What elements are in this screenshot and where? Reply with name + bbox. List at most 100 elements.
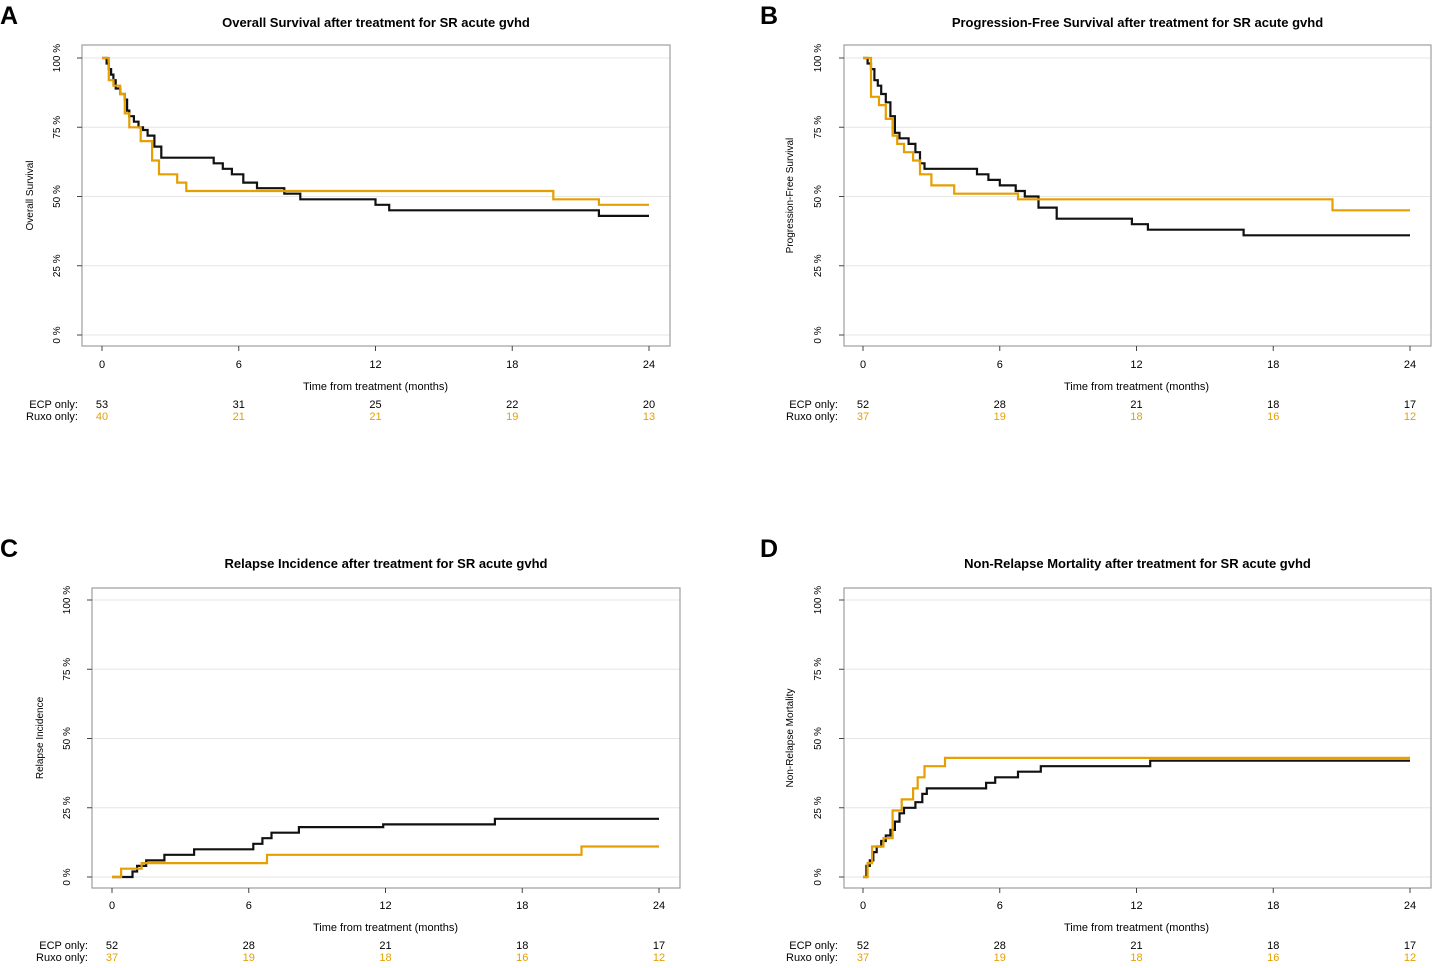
risk-count-ruxo: 12: [1404, 952, 1416, 964]
risk-count-ruxo: 19: [994, 411, 1006, 423]
panel-d: D Non-Relapse Mortality after treatment f…: [760, 535, 1432, 964]
risk-count-ecp: 20: [643, 399, 655, 411]
y-tick-label: 100 %: [62, 586, 73, 614]
x-tick-label: 18: [1267, 900, 1279, 912]
risk-count-ecp: 17: [1404, 940, 1416, 952]
x-tick-label: 18: [516, 900, 528, 912]
x-tick-label: 6: [997, 900, 1003, 912]
risk-count-ruxo: 18: [1130, 952, 1142, 964]
risk-count-ecp: 28: [994, 940, 1006, 952]
y-tick-label: 100 %: [813, 44, 824, 72]
y-tick-label: 50 %: [52, 185, 63, 208]
risk-count-ruxo: 13: [643, 411, 655, 423]
risk-count-ruxo: 19: [994, 952, 1006, 964]
y-tick-label: 25 %: [813, 796, 824, 819]
ecp-curve: [102, 56, 649, 217]
risk-label-ecp: ECP only:: [39, 940, 88, 952]
risk-count-ruxo: 12: [1404, 411, 1416, 423]
ruxo-curve: [102, 56, 649, 206]
risk-count-ecp: 17: [653, 940, 665, 952]
risk-count-ruxo: 19: [243, 952, 255, 964]
risk-count-ecp: 52: [857, 940, 869, 952]
risk-count-ecp: 17: [1404, 399, 1416, 411]
y-tick-label: 100 %: [813, 586, 824, 614]
x-tick-label: 18: [1267, 359, 1279, 371]
y-tick-label: 0 %: [52, 326, 63, 343]
y-axis-label: Relapse Incidence: [35, 696, 46, 779]
chart-title: Non-Relapse Mortality after treatment fo…: [964, 556, 1311, 571]
risk-count-ecp: 21: [1130, 399, 1142, 411]
risk-count-ecp: 21: [379, 940, 391, 952]
ruxo-curve: [863, 56, 1410, 212]
risk-count-ecp: 21: [1130, 940, 1142, 952]
chart-title: Progression-Free Survival after treatmen…: [952, 15, 1323, 30]
x-tick-label: 24: [653, 900, 665, 912]
panel-a: A Overall Survival after treatment for SR…: [0, 2, 671, 423]
risk-count-ruxo: 21: [233, 411, 245, 423]
risk-count-ecp: 28: [994, 399, 1006, 411]
risk-count-ecp: 28: [243, 940, 255, 952]
x-tick-label: 0: [860, 359, 866, 371]
risk-count-ruxo: 18: [379, 952, 391, 964]
x-tick-label: 6: [246, 900, 252, 912]
risk-label-ecp: ECP only:: [29, 399, 78, 411]
risk-label-ecp: ECP only:: [789, 940, 838, 952]
y-tick-label: 75 %: [813, 658, 824, 681]
x-tick-label: 6: [997, 359, 1003, 371]
plot-frame: [81, 44, 671, 347]
panel-letter: B: [760, 2, 778, 30]
risk-label-ecp: ECP only:: [789, 399, 838, 411]
ecp-curve: [863, 56, 1410, 237]
risk-count-ruxo: 12: [653, 952, 665, 964]
x-tick-label: 24: [643, 359, 655, 371]
y-tick-label: 25 %: [62, 796, 73, 819]
panel-letter: A: [0, 2, 18, 30]
y-tick-label: 0 %: [813, 326, 824, 343]
ecp-curve: [112, 817, 659, 879]
risk-count-ruxo: 37: [857, 411, 869, 423]
risk-count-ecp: 52: [106, 940, 118, 952]
risk-count-ruxo: 16: [1267, 952, 1279, 964]
risk-count-ecp: 25: [369, 399, 381, 411]
x-axis-label: Time from treatment (months): [1064, 922, 1209, 934]
x-axis-label: Time from treatment (months): [303, 381, 448, 393]
risk-count-ruxo: 37: [106, 952, 118, 964]
x-tick-label: 0: [99, 359, 105, 371]
panel-letter: D: [760, 535, 778, 563]
risk-count-ruxo: 16: [1267, 411, 1279, 423]
x-axis-label: Time from treatment (months): [1064, 381, 1209, 393]
y-tick-label: 50 %: [813, 185, 824, 208]
x-tick-label: 18: [506, 359, 518, 371]
x-tick-label: 0: [109, 900, 115, 912]
y-tick-label: 75 %: [813, 116, 824, 139]
risk-label-ruxo: Ruxo only:: [786, 411, 838, 423]
y-tick-label: 0 %: [62, 868, 73, 885]
y-tick-label: 0 %: [813, 868, 824, 885]
y-axis-label: Overall Survival: [25, 160, 36, 230]
risk-count-ecp: 22: [506, 399, 518, 411]
x-tick-label: 6: [236, 359, 242, 371]
chart-title: Relapse Incidence after treatment for SR…: [225, 556, 548, 571]
risk-count-ecp: 31: [233, 399, 245, 411]
risk-count-ecp: 18: [1267, 940, 1279, 952]
risk-label-ruxo: Ruxo only:: [26, 411, 78, 423]
x-tick-label: 12: [379, 900, 391, 912]
risk-count-ecp: 53: [96, 399, 108, 411]
risk-count-ruxo: 16: [516, 952, 528, 964]
panel-letter: C: [0, 535, 18, 563]
y-tick-label: 25 %: [813, 254, 824, 277]
risk-count-ruxo: 18: [1130, 411, 1142, 423]
x-tick-label: 12: [369, 359, 381, 371]
y-axis-label: Progression-Free Survival: [785, 138, 796, 254]
x-tick-label: 12: [1130, 900, 1142, 912]
risk-count-ruxo: 37: [857, 952, 869, 964]
y-tick-label: 100 %: [52, 44, 63, 72]
x-tick-label: 0: [860, 900, 866, 912]
risk-count-ruxo: 40: [96, 411, 108, 423]
risk-label-ruxo: Ruxo only:: [786, 952, 838, 964]
y-tick-label: 75 %: [62, 658, 73, 681]
risk-count-ruxo: 21: [369, 411, 381, 423]
risk-label-ruxo: Ruxo only:: [36, 952, 88, 964]
ruxo-curve: [863, 756, 1410, 879]
risk-count-ecp: 52: [857, 399, 869, 411]
